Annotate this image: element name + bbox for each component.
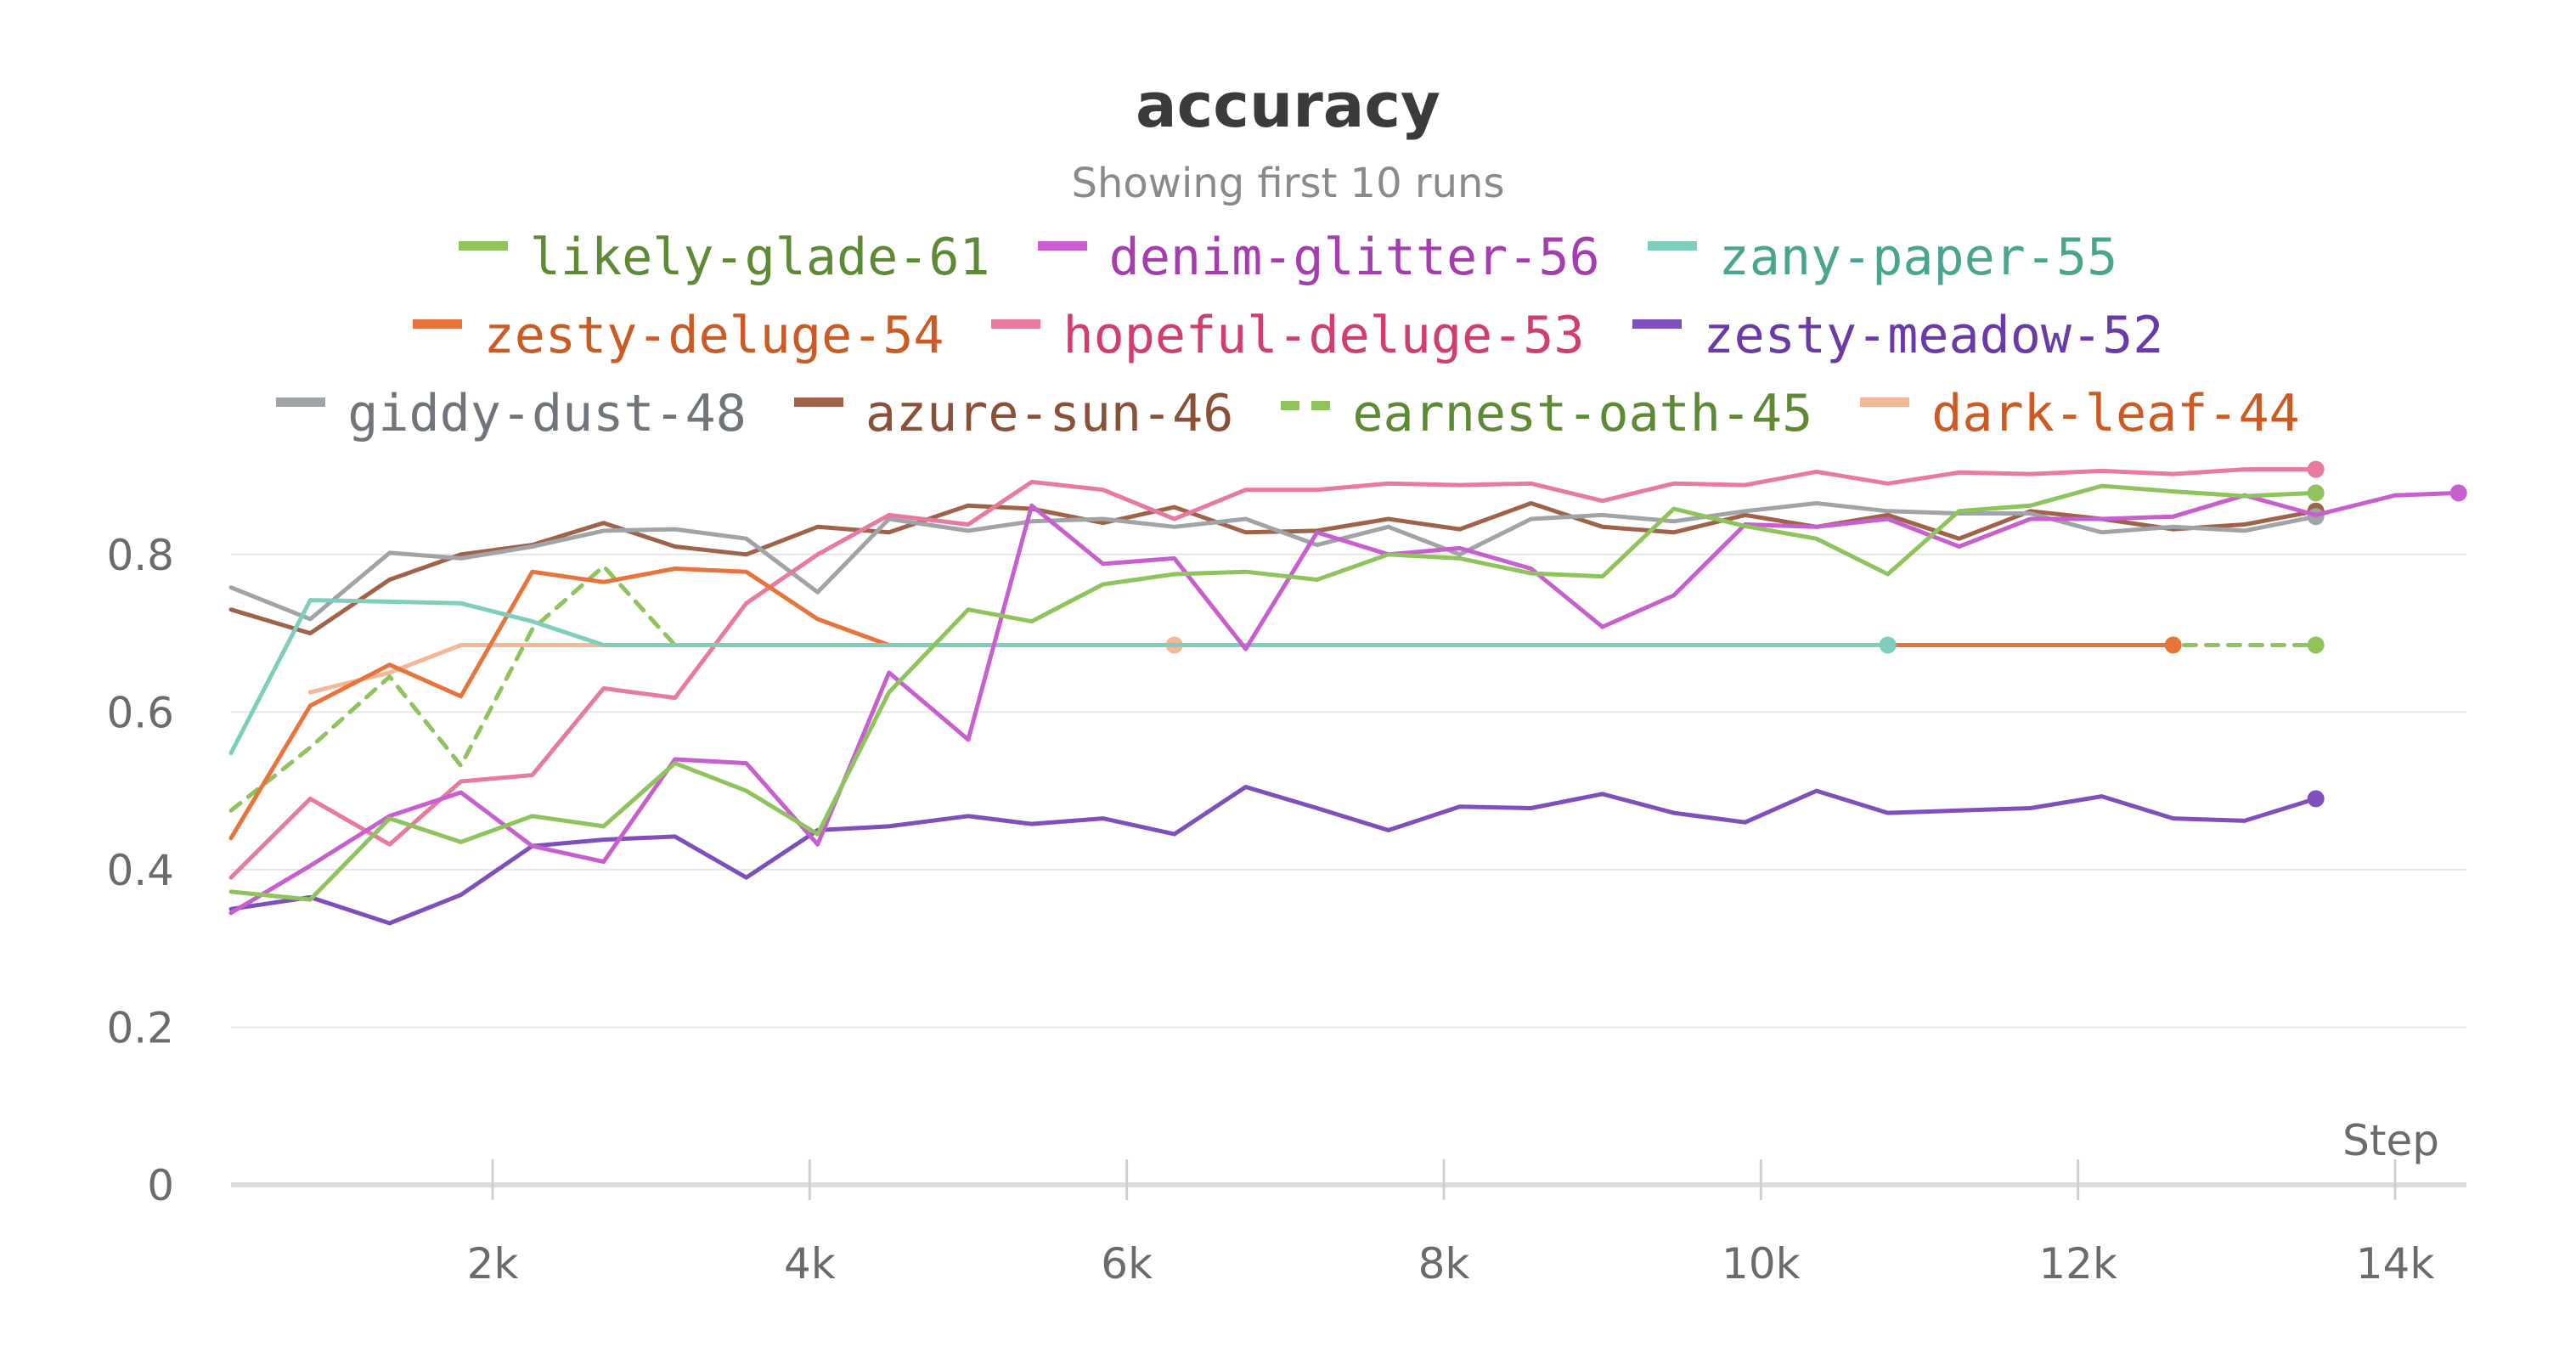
legend-swatch bbox=[1860, 397, 1910, 407]
chart-title: accuracy bbox=[1136, 70, 1440, 141]
legend-label: giddy-dust-48 bbox=[347, 384, 747, 443]
legend-label: azure-sun-46 bbox=[865, 384, 1234, 443]
legend-item[interactable]: earnest-oath-45 bbox=[1281, 384, 1812, 443]
x-axis-label: Step bbox=[2342, 1116, 2439, 1165]
legend-label: denim-glitter-56 bbox=[1108, 228, 1600, 287]
legend-label: dark-leaf-44 bbox=[1931, 384, 2300, 443]
y-tick-label: 0.8 bbox=[106, 531, 174, 580]
series-line-likely-glade-61 bbox=[228, 483, 2319, 902]
series-line-giddy-dust-48 bbox=[228, 501, 2319, 622]
series-endpoint-zesty-deluge-54 bbox=[2164, 636, 2182, 654]
series-line-hopeful-deluge-53 bbox=[228, 467, 2319, 880]
legend-label: zesty-meadow-52 bbox=[1703, 306, 2164, 365]
legend-swatch bbox=[1632, 319, 1682, 329]
series-endpoint-zesty-meadow-52 bbox=[2307, 790, 2325, 808]
series-endpoint-denim-glitter-56 bbox=[2449, 484, 2467, 502]
x-tick-label: 12k bbox=[2038, 1239, 2117, 1288]
legend-swatch bbox=[991, 319, 1041, 329]
x-tick-label: 2k bbox=[467, 1239, 519, 1288]
y-tick-label: 0.2 bbox=[106, 1003, 174, 1052]
series-line-azure-sun-46 bbox=[228, 501, 2319, 636]
legend-item[interactable]: likely-glade-61 bbox=[458, 228, 990, 287]
legend-item[interactable]: azure-sun-46 bbox=[793, 384, 1234, 443]
series-endpoint-likely-glade-61 bbox=[2307, 484, 2325, 502]
series-line-zesty-deluge-54 bbox=[228, 567, 2176, 841]
x-tick-label: 10k bbox=[1722, 1239, 1801, 1288]
y-tick-label: 0.6 bbox=[106, 688, 174, 737]
legend-item[interactable]: zany-paper-55 bbox=[1647, 228, 2118, 287]
series-line-denim-glitter-56 bbox=[228, 490, 2461, 916]
legend-swatch bbox=[793, 397, 843, 407]
legend-item[interactable]: zesty-meadow-52 bbox=[1632, 306, 2164, 365]
legend-swatch bbox=[276, 397, 326, 407]
legend-swatch bbox=[458, 240, 508, 251]
x-tick-label: 6k bbox=[1101, 1239, 1153, 1288]
legend-row: giddy-dust-48 azure-sun-46 earnest-oath-45… bbox=[0, 384, 2576, 459]
legend-item[interactable]: denim-glitter-56 bbox=[1037, 228, 1600, 287]
legend-label: earnest-oath-45 bbox=[1352, 384, 1813, 443]
legend-label: likely-glade-61 bbox=[529, 228, 990, 287]
x-tick-label: 14k bbox=[2356, 1239, 2435, 1288]
legend-swatch bbox=[412, 319, 462, 329]
legend-item[interactable]: dark-leaf-44 bbox=[1860, 384, 2300, 443]
y-tick-label: 0 bbox=[147, 1161, 174, 1210]
y-tick-label: 0.4 bbox=[106, 846, 174, 895]
legend-item[interactable]: giddy-dust-48 bbox=[276, 384, 747, 443]
legend-label: hopeful-deluge-53 bbox=[1063, 306, 1585, 365]
chart-subtitle: Showing first 10 runs bbox=[1071, 160, 1505, 207]
series-line-earnest-oath-45 bbox=[228, 564, 2319, 813]
series-endpoint-earnest-oath-45 bbox=[2307, 636, 2325, 654]
legend-row: zesty-deluge-54 hopeful-deluge-53 zesty-me… bbox=[0, 306, 2576, 381]
legend-swatch bbox=[1037, 240, 1087, 251]
legend-row: likely-glade-61 denim-glitter-56 zany-pape… bbox=[0, 228, 2576, 302]
legend-label: zesty-deluge-54 bbox=[483, 306, 944, 365]
legend-item[interactable]: hopeful-deluge-53 bbox=[991, 306, 1585, 365]
legend-label: zany-paper-55 bbox=[1718, 228, 2118, 287]
series-endpoint-hopeful-deluge-53 bbox=[2307, 460, 2325, 478]
x-tick-label: 8k bbox=[1418, 1239, 1470, 1288]
series-endpoint-zany-paper-55 bbox=[1879, 636, 1897, 654]
legend-swatch bbox=[1281, 397, 1331, 410]
legend-swatch bbox=[1647, 240, 1697, 251]
x-tick-label: 4k bbox=[784, 1239, 836, 1288]
series-line-zesty-meadow-52 bbox=[228, 785, 2319, 926]
series-line-zany-paper-55 bbox=[228, 598, 1891, 756]
legend-item[interactable]: zesty-deluge-54 bbox=[412, 306, 944, 365]
